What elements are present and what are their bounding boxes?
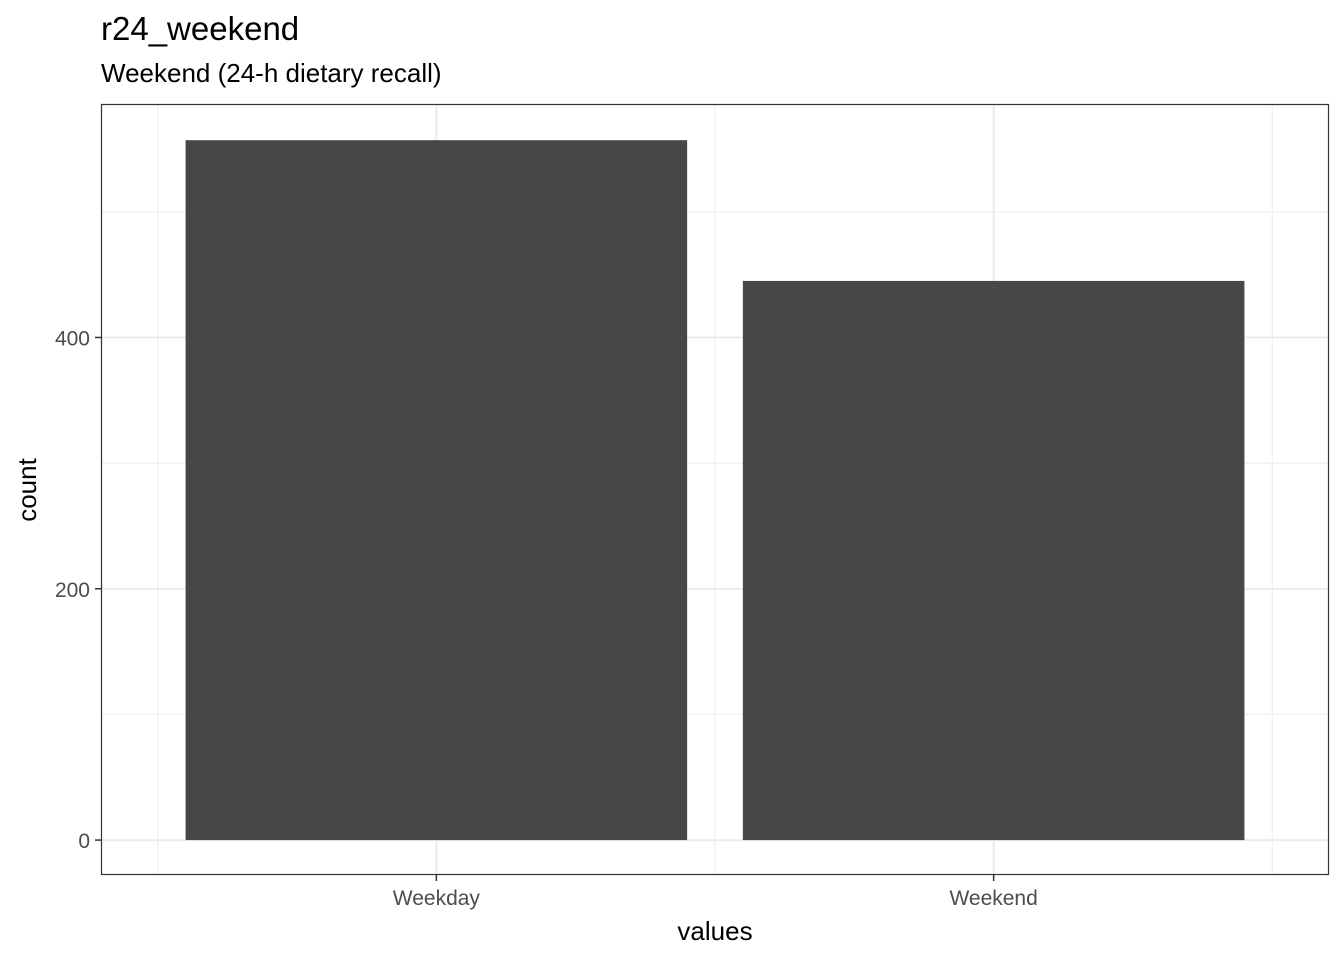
x-axis-label: values <box>677 916 752 946</box>
y-tick-label: 400 <box>55 327 90 350</box>
chart-title: r24_weekend <box>101 10 299 47</box>
y-tick-label: 0 <box>78 830 90 853</box>
bar-weekday <box>185 140 688 841</box>
panel-border <box>100 103 1330 876</box>
bar-weekend <box>742 280 1245 841</box>
chart-subtitle: Weekend (24-h dietary recall) <box>101 58 442 88</box>
bars <box>185 140 1245 841</box>
y-axis-label: count <box>12 457 42 521</box>
x-tick-label: Weekday <box>393 887 481 910</box>
y-tick-label: 200 <box>55 579 90 602</box>
axes: 0 200 400 Weekday Weekend <box>55 327 1038 910</box>
x-tick-label: Weekend <box>949 887 1037 910</box>
